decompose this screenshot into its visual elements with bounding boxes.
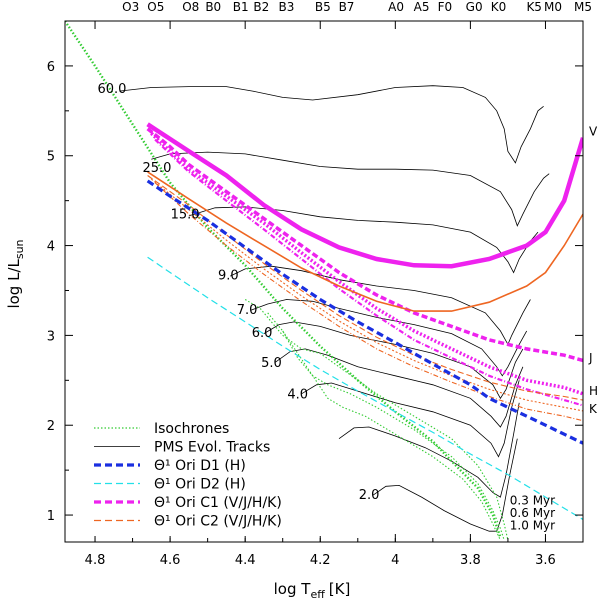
spectral-type-label-15: M0 — [544, 0, 562, 14]
spectral-type-label-8: B7 — [339, 0, 355, 14]
legend: Isochrones PMS Evol. Tracks Θ¹ Ori D1 (H) Θ… — [88, 416, 338, 536]
band-label-2: H — [589, 384, 598, 398]
spectral-type-label-5: B2 — [253, 0, 269, 14]
legend-background — [88, 416, 338, 536]
mass-label-7: 4.0 — [287, 387, 308, 402]
x-tick-label-5: 3.8 — [460, 553, 481, 568]
legend-label-1: PMS Evol. Tracks — [154, 440, 270, 456]
spectral-type-label-14: K5 — [526, 0, 542, 14]
spectral-type-label-10: A5 — [414, 0, 430, 14]
mass-label-2: 15.0 — [171, 208, 200, 223]
pms-track-25-0 — [151, 151, 550, 227]
isochrone-1 — [244, 299, 509, 541]
x-tick-label-6: 3.6 — [535, 553, 556, 568]
y-axis-label: log L/Lsun — [5, 239, 26, 308]
series-line-3 — [154, 138, 583, 407]
y-tick-label-2: 3 — [47, 329, 55, 344]
pms-track-2-0 — [372, 438, 518, 532]
spectral-type-label-12: G0 — [466, 0, 483, 14]
series-line-0 — [146, 122, 583, 269]
mass-label-0: 60.0 — [97, 82, 126, 97]
y-tick-label-1: 2 — [47, 419, 55, 434]
x-tick-label-2: 4.4 — [235, 553, 256, 568]
x-tick-label-4: 4 — [391, 553, 399, 568]
pms-track-9-0 — [230, 265, 531, 346]
band-label-0: V — [589, 124, 598, 138]
mass-label-9: 2.0 — [359, 488, 380, 503]
x-tick-label-1: 4.6 — [160, 553, 181, 568]
pms-track-15-0 — [188, 206, 539, 274]
spectral-type-axis: O3 O5 O8 B0 B1 B2 B3 B5 B7 A0 A5 F0 G0 K0 K5 M0 M5 — [122, 0, 592, 14]
plot-frame-group: 4.8 4.6 4.4 4.2 4 3.8 3.6 1 2 3 4 5 6 — [47, 20, 584, 568]
y-tick-label-0: 1 — [47, 509, 55, 524]
y-tick-label-5: 6 — [47, 60, 55, 75]
legend-label-2: Θ¹ Ori D1 (H) — [154, 458, 246, 474]
x-axis-label: log Teff [K] — [274, 580, 351, 601]
series-line-9 — [147, 256, 583, 521]
legend-label-4: Θ¹ Ori C1 (V/J/H/K) — [154, 495, 282, 511]
spectral-type-label-16: M5 — [574, 0, 592, 14]
isochrone-label-0: 0.3 Myr — [510, 493, 555, 507]
legend-label-0: Isochrones — [154, 421, 229, 437]
series-line-6 — [150, 178, 583, 412]
series-line-7 — [154, 182, 583, 422]
plot-curves — [65, 21, 583, 541]
x-tick-label-3: 4.2 — [310, 553, 331, 568]
legend-label-5: Θ¹ Ori C2 (V/J/H/K) — [154, 514, 282, 530]
mass-label-4: 7.0 — [237, 303, 258, 318]
series-line-1 — [146, 127, 583, 363]
mass-label-6: 5.0 — [261, 356, 282, 371]
spectral-type-label-7: B5 — [315, 0, 331, 14]
y-tick-label-3: 4 — [47, 240, 55, 255]
spectral-type-label-6: B3 — [279, 0, 295, 14]
isochrone-label-1: 0.6 Myr — [510, 506, 555, 520]
mass-label-5: 6.0 — [252, 326, 273, 341]
pms-track-3-0 — [338, 402, 520, 498]
axis-labels: log L/Lsun log Teff [K] — [5, 239, 350, 601]
series-line-4 — [147, 171, 583, 312]
pms-track-60-0 — [119, 85, 544, 164]
spectral-type-label-0: O3 — [122, 0, 139, 14]
legend-label-3: Θ¹ Ori D2 (H) — [154, 477, 246, 493]
spectral-type-label-11: F0 — [438, 0, 453, 14]
spectral-type-label-9: A0 — [388, 0, 404, 14]
band-label-1: J — [588, 351, 593, 365]
y-tick-label-4: 5 — [47, 150, 55, 165]
isochrone-3 — [282, 330, 501, 541]
spectral-type-label-3: B0 — [205, 0, 221, 14]
isochrone-label-2: 1.0 Myr — [510, 518, 555, 532]
pms-track-4-0 — [301, 380, 520, 458]
spectral-type-label-2: O8 — [182, 0, 199, 14]
plot-annotations: 60.025.015.09.07.06.05.04.03.02.00.3 Myr… — [97, 82, 598, 533]
band-label-3: K — [589, 402, 598, 416]
series-line-8 — [146, 179, 583, 445]
plot-frame — [64, 20, 584, 543]
x-tick-label-0: 4.8 — [85, 553, 106, 568]
mass-label-3: 9.0 — [218, 269, 239, 284]
series-line-2 — [150, 132, 583, 396]
spectral-type-label-13: K0 — [491, 0, 507, 14]
pms-track-6-0 — [263, 321, 524, 400]
spectral-type-label-4: B1 — [233, 0, 249, 14]
mass-label-1: 25.0 — [142, 161, 171, 176]
spectral-type-label-1: O5 — [147, 0, 164, 14]
pms-track-5-0 — [274, 348, 524, 428]
pms-track-7-0 — [250, 299, 528, 377]
series-line-5 — [147, 175, 583, 401]
